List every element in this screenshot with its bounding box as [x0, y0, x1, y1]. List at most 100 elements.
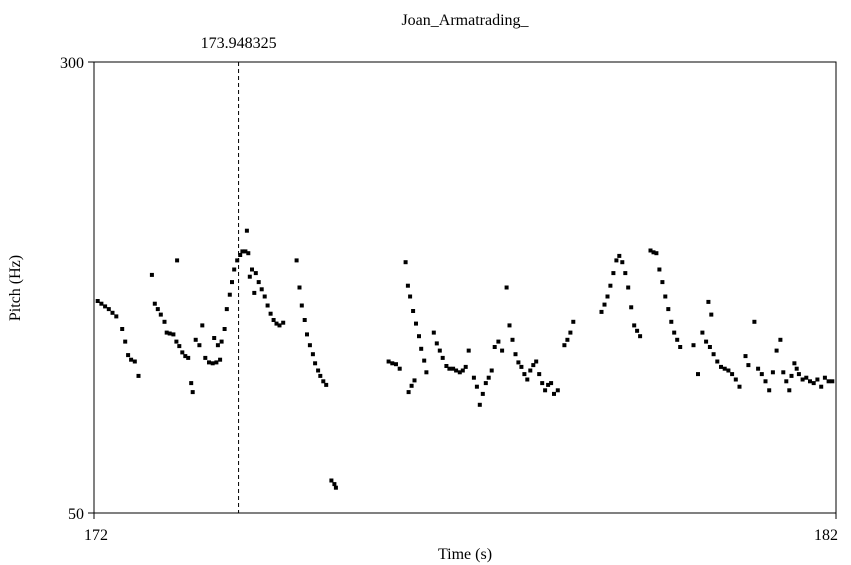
pitch-point: [711, 352, 716, 357]
pitch-point: [565, 337, 570, 342]
pitch-point: [215, 343, 220, 348]
pitch-point: [546, 382, 551, 387]
pitch-point: [246, 251, 251, 256]
pitch-point: [492, 345, 497, 349]
pitch-point: [700, 330, 705, 335]
pitch-point: [808, 379, 812, 384]
pitch-point: [513, 352, 518, 357]
pitch-point: [190, 390, 195, 395]
pitch-point: [830, 379, 835, 384]
pitch-point: [516, 360, 521, 365]
pitch-point: [214, 360, 219, 365]
pitch-point: [770, 370, 775, 375]
pitch-point: [471, 375, 476, 380]
pitch-point: [437, 348, 442, 353]
pitch-point: [730, 372, 735, 377]
pitch-point: [294, 258, 299, 263]
pitch-point: [663, 294, 668, 299]
pitch-point: [299, 303, 304, 308]
pitch-point: [743, 354, 748, 359]
pitch-point: [483, 381, 488, 386]
chart-title: Joan_Armatrading_: [401, 12, 529, 29]
pitch-point: [722, 366, 727, 371]
pitch-point: [715, 359, 720, 364]
pitch-point: [599, 309, 604, 314]
pitch-point: [403, 260, 408, 265]
pitch-point: [707, 345, 712, 349]
pitch-point: [155, 307, 160, 312]
pitch-point: [232, 267, 237, 272]
pitch-point: [480, 391, 485, 396]
pitch-point: [414, 321, 418, 326]
pitch-point: [460, 368, 465, 373]
pitch-point: [759, 372, 764, 377]
pitch-point: [397, 366, 402, 371]
pitch-point: [543, 388, 548, 393]
pitch-point: [434, 341, 439, 346]
pitch-point: [477, 402, 482, 407]
x-tick-label-left: 172: [84, 527, 108, 544]
pitch-point: [167, 331, 172, 336]
pitch-point: [781, 370, 786, 375]
pitch-point: [224, 307, 229, 312]
pitch-point: [787, 388, 792, 393]
pitch-point: [605, 294, 610, 299]
pitch-point: [123, 339, 128, 344]
pitch-point: [164, 330, 169, 335]
pitch-point: [794, 366, 799, 371]
pitch-point: [678, 345, 683, 349]
pitch-point: [726, 368, 731, 373]
pitch-point: [626, 285, 631, 290]
x-tick-label-right: 182: [814, 527, 838, 544]
pitch-point: [243, 249, 248, 254]
pitch-point: [623, 271, 628, 276]
pitch-point: [302, 318, 307, 322]
pitch-point: [227, 292, 232, 297]
time-cursor-label: 173.948325: [201, 35, 277, 52]
pitch-point: [431, 330, 436, 335]
pitch-point: [756, 366, 761, 371]
pitch-point: [152, 301, 157, 306]
pitch-point: [451, 366, 456, 371]
pitch-point: [489, 368, 494, 373]
pitch-point: [235, 258, 240, 263]
pitch-point: [617, 253, 622, 258]
pitch-point: [486, 375, 491, 380]
pitch-point: [522, 372, 527, 377]
pitch-point: [307, 343, 312, 348]
pitch-point: [804, 375, 809, 380]
pitch-point: [419, 346, 424, 351]
pitch-point: [440, 355, 445, 360]
pitch-point: [752, 319, 757, 324]
pitch-point: [657, 267, 662, 272]
pitch-point: [277, 323, 282, 328]
pitch-point: [318, 373, 323, 378]
pitch-point: [256, 280, 261, 285]
pitch-point: [444, 364, 449, 368]
pitch-point: [281, 320, 286, 325]
pitch-point: [620, 260, 625, 265]
pitch-point: [247, 274, 252, 279]
pitch-point: [174, 339, 179, 344]
pitch-point: [297, 285, 302, 290]
pitch-point: [675, 337, 680, 342]
pitch-point: [411, 309, 416, 313]
pitch-point: [171, 332, 176, 337]
pitch-point: [149, 272, 154, 277]
pitch-point: [696, 372, 700, 377]
y-tick-label-bottom: 50: [68, 506, 84, 523]
pitch-point: [466, 348, 471, 353]
pitch-point: [175, 258, 180, 263]
pitch-point: [796, 372, 801, 377]
pitch-point: [329, 478, 334, 483]
pitch-point: [447, 366, 452, 371]
pitch-point: [409, 383, 414, 388]
pitch-point: [106, 307, 111, 312]
pitch-point: [457, 370, 462, 375]
pitch-point: [571, 319, 576, 324]
pitch-point: [608, 283, 613, 288]
pitch-point: [746, 363, 751, 368]
pitch-point: [819, 384, 824, 389]
pitch-points: [95, 228, 835, 490]
